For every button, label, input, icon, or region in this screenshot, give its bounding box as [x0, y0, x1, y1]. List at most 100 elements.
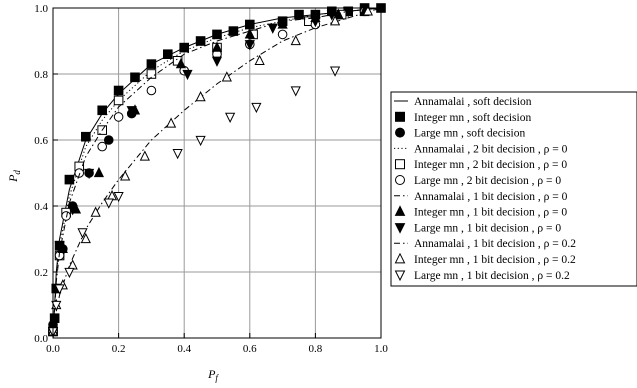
- plot-frame: [52, 7, 382, 339]
- data-point: [277, 18, 288, 29]
- data-point: [113, 112, 124, 122]
- data-point: [244, 28, 255, 39]
- legend: Annamalai , soft decision Integer mn , so…: [390, 91, 637, 287]
- data-point: [67, 259, 78, 270]
- y-tick-label: 0.8: [34, 69, 48, 81]
- legend-label: Large mn , soft decision: [414, 128, 525, 140]
- y-tick-label: 0.0: [34, 333, 48, 345]
- data-point: [329, 66, 341, 77]
- data-point: [97, 141, 107, 152]
- data-point: [146, 69, 157, 79]
- y-tick-label: 0.4: [34, 201, 48, 213]
- data-point: [182, 69, 193, 81]
- data-point: [130, 72, 140, 83]
- data-point: [67, 205, 78, 216]
- x-tick-label: 0.6: [243, 343, 257, 355]
- series-line: [52, 7, 382, 339]
- data-point: [195, 36, 206, 46]
- legend-entry: Integer mn , 1 bit decision , ρ = 0: [394, 205, 567, 219]
- data-point: [294, 9, 304, 20]
- y-tick-label: 0.2: [34, 267, 48, 279]
- legend-marker-swatch: [395, 175, 405, 185]
- legend-label: Integer mn , 1 bit decision , ρ = 0: [414, 207, 567, 219]
- data-point: [290, 86, 301, 97]
- x-tick-label: 0.8: [309, 343, 323, 355]
- legend-marker-swatch: [395, 159, 405, 170]
- legend-label: Annamalai , 2 bit decision , ρ = 0: [414, 143, 568, 155]
- legend-entry: Integer mn , 1 bit decision , ρ = 0.2: [394, 252, 576, 266]
- legend-marker-swatch: [394, 205, 406, 216]
- legend-entry: Annamalai , soft decision: [394, 96, 532, 108]
- data-point: [172, 149, 183, 160]
- data-point: [228, 26, 239, 36]
- data-point: [81, 131, 91, 142]
- data-point: [51, 300, 62, 312]
- data-point: [64, 174, 75, 185]
- x-tick-label: 0.4: [177, 343, 191, 355]
- ticks: 0.0 0.2 0.4 0.6 0.8 1.0 0.0 0.2 0.4 0.6 0.8 1.0: [34, 3, 388, 355]
- legend-entry: Annamalai , 1 bit decision , ρ = 0: [394, 191, 568, 203]
- legend-entry: Annamalai , 1 bit decision , ρ = 0.2: [394, 238, 576, 250]
- y-axis-label-main: P: [6, 174, 20, 183]
- legend-marker-swatch: [394, 252, 406, 264]
- legend-label: Annamalai , 1 bit decision , ρ = 0: [414, 191, 568, 203]
- data-point: [225, 112, 236, 123]
- data-point: [195, 91, 206, 102]
- legend-marker-swatch: [394, 270, 406, 282]
- legend-label: Integer mn , soft decision: [414, 112, 531, 124]
- data-point: [54, 241, 65, 252]
- x-tick-label: 1.0: [374, 343, 388, 355]
- legend-label: Integer mn , 1 bit decision , ρ = 0.2: [414, 254, 576, 266]
- data-point: [90, 206, 101, 217]
- data-point: [113, 85, 124, 96]
- data-point: [277, 29, 288, 40]
- data-point: [146, 59, 157, 69]
- data-point: [195, 135, 206, 147]
- legend-entry: Large mn , 1 bit decision , ρ = 0.2: [394, 270, 570, 282]
- data-point: [80, 232, 91, 244]
- data-point: [310, 17, 321, 28]
- series-9: [52, 7, 382, 339]
- data-point: [97, 105, 108, 116]
- data-point: [179, 42, 189, 53]
- legend-label: Large mn , 1 bit decision , ρ = 0: [414, 222, 561, 234]
- legend-box: [390, 91, 637, 287]
- legend-entry: Integer mn , 2 bit decision , ρ = 0: [395, 159, 567, 171]
- data-point: [165, 117, 177, 128]
- data-point: [54, 284, 65, 295]
- x-tick-label: 0.0: [46, 343, 60, 355]
- x-axis-label-main: P: [207, 367, 216, 381]
- data-point: [175, 58, 187, 69]
- legend-entry: Annamalai , 2 bit decision , ρ = 0: [394, 143, 568, 155]
- x-tick-label: 0.2: [112, 343, 126, 355]
- data-point: [326, 10, 337, 21]
- series-11: [47, 66, 341, 338]
- y-tick-label: 0.6: [34, 135, 48, 147]
- legend-marker-swatch: [395, 127, 405, 138]
- data-point: [211, 56, 223, 67]
- legend-entry: Large mn , soft decision: [395, 127, 525, 140]
- x-axis-label-sub: f: [215, 373, 219, 383]
- data-point: [61, 211, 71, 221]
- data-point: [126, 106, 137, 117]
- data-point: [103, 198, 114, 209]
- y-axis-label: Pd: [6, 170, 22, 183]
- data-point: [211, 41, 223, 52]
- data-point: [120, 170, 131, 181]
- series-6: [52, 7, 382, 339]
- data-point: [113, 95, 124, 106]
- data-point: [139, 150, 150, 161]
- data-point: [251, 102, 262, 114]
- series-8: [47, 7, 354, 338]
- data-point: [244, 40, 255, 51]
- legend-marker-swatch: [395, 111, 405, 122]
- series-layer: [47, 3, 386, 339]
- x-axis-label: Pf: [207, 367, 219, 383]
- series-line: [52, 7, 382, 339]
- legend-entry: Integer mn , soft decision: [395, 111, 531, 124]
- legend-entry: Large mn , 1 bit decision , ρ = 0: [394, 222, 561, 234]
- legend-label: Annamalai , 1 bit decision , ρ = 0.2: [414, 238, 576, 250]
- legend-label: Integer mn , 2 bit decision , ρ = 0: [414, 159, 567, 171]
- legend-label: Annamalai , soft decision: [414, 96, 532, 108]
